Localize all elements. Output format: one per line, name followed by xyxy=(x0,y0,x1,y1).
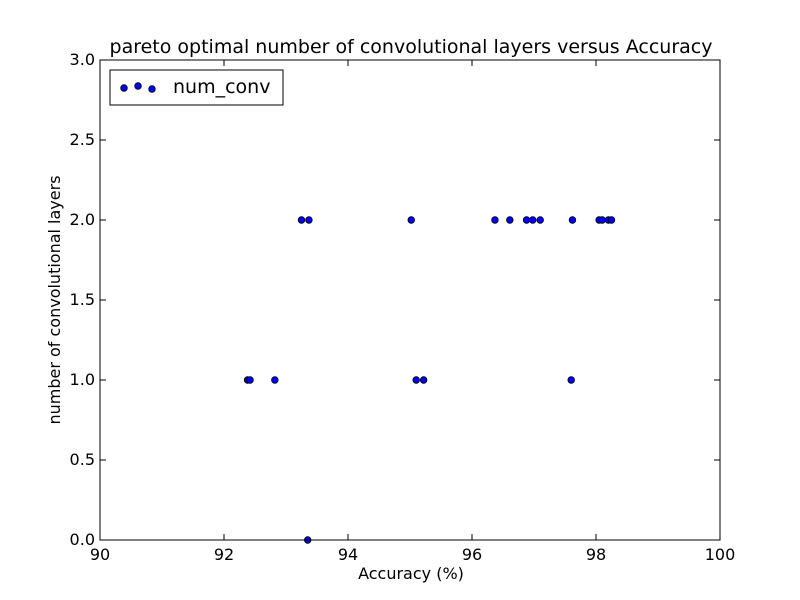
data-point xyxy=(607,216,616,224)
x-tick-label: 94 xyxy=(338,545,358,564)
x-tick-label: 98 xyxy=(586,545,606,564)
legend: num_conv xyxy=(109,69,284,106)
data-point xyxy=(536,216,544,224)
x-tick-label: 96 xyxy=(462,545,482,564)
axis-ticks: 90 92 94 96 98 100 0.0 0.5 1.0 1.5 2.0 2.5 3.0 xyxy=(70,50,736,564)
x-axis-label: Accuracy (%) xyxy=(358,564,464,583)
legend-label: num_conv xyxy=(173,76,270,98)
data-point xyxy=(412,376,420,384)
x-tick-label: 90 xyxy=(90,545,110,564)
y-tick-label: 0.0 xyxy=(70,530,95,549)
data-point xyxy=(407,216,415,224)
legend-marker xyxy=(134,82,142,90)
y-tick-label: 1.0 xyxy=(70,370,95,389)
y-tick-label: 2.5 xyxy=(70,130,95,149)
data-point xyxy=(506,216,514,224)
plot-area-frame xyxy=(99,59,721,541)
chart-title: pareto optimal number of convolutional l… xyxy=(110,36,713,58)
x-tick-label: 92 xyxy=(214,545,234,564)
y-tick-label: 0.5 xyxy=(70,450,95,469)
legend-marker xyxy=(120,84,128,92)
data-point xyxy=(419,376,428,384)
data-point xyxy=(246,376,254,384)
data-point xyxy=(529,216,537,224)
x-tick-label: 100 xyxy=(705,545,736,564)
y-axis-label: number of convolutional layers xyxy=(45,175,64,424)
data-point xyxy=(598,216,606,224)
y-tick-label: 3.0 xyxy=(70,50,95,69)
data-point xyxy=(271,376,279,384)
y-tick-label: 1.5 xyxy=(70,290,95,309)
data-point xyxy=(568,216,577,224)
y-tick-label: 2.0 xyxy=(70,210,95,229)
data-point xyxy=(491,216,499,224)
data-point xyxy=(567,376,575,384)
legend-marker xyxy=(148,85,156,93)
data-point xyxy=(297,216,306,224)
data-point xyxy=(522,216,531,224)
data-point xyxy=(305,216,313,224)
data-points xyxy=(243,216,616,544)
